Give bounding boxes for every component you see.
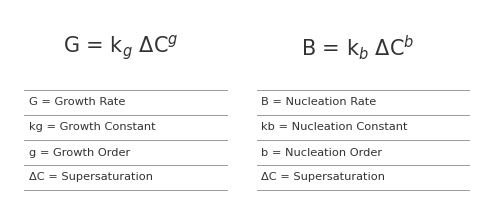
Text: kb = Nucleation Constant: kb = Nucleation Constant: [261, 122, 408, 132]
Text: G = Growth Rate: G = Growth Rate: [29, 97, 125, 107]
Text: ΔC = Supersaturation: ΔC = Supersaturation: [261, 172, 385, 182]
Text: B = Nucleation Rate: B = Nucleation Rate: [261, 97, 377, 107]
Text: G = k$_g$ $\Delta$C$^g$: G = k$_g$ $\Delta$C$^g$: [63, 34, 179, 62]
Text: b = Nucleation Order: b = Nucleation Order: [261, 147, 382, 158]
Text: ΔC = Supersaturation: ΔC = Supersaturation: [29, 172, 153, 182]
Text: B = k$_b$ $\Delta$C$^b$: B = k$_b$ $\Delta$C$^b$: [302, 34, 415, 62]
Text: kg = Growth Constant: kg = Growth Constant: [29, 122, 156, 132]
Text: g = Growth Order: g = Growth Order: [29, 147, 130, 158]
